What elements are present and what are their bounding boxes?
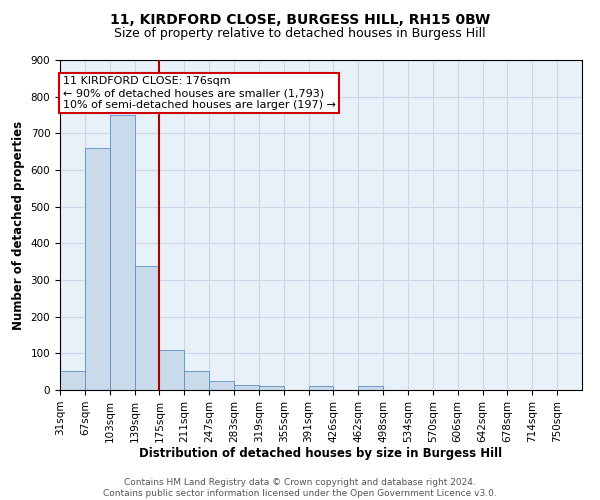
- Text: Size of property relative to detached houses in Burgess Hill: Size of property relative to detached ho…: [114, 28, 486, 40]
- X-axis label: Distribution of detached houses by size in Burgess Hill: Distribution of detached houses by size …: [139, 448, 503, 460]
- Text: 11 KIRDFORD CLOSE: 176sqm
← 90% of detached houses are smaller (1,793)
10% of se: 11 KIRDFORD CLOSE: 176sqm ← 90% of detac…: [63, 76, 335, 110]
- Bar: [60, 371, 85, 390]
- Bar: [160, 350, 184, 390]
- Bar: [184, 371, 209, 390]
- Bar: [134, 266, 160, 390]
- Bar: [234, 385, 259, 390]
- Bar: [85, 148, 110, 390]
- Text: Contains HM Land Registry data © Crown copyright and database right 2024.
Contai: Contains HM Land Registry data © Crown c…: [103, 478, 497, 498]
- Bar: [110, 115, 134, 390]
- Bar: [358, 386, 383, 390]
- Bar: [308, 386, 334, 390]
- Bar: [259, 386, 284, 390]
- Y-axis label: Number of detached properties: Number of detached properties: [12, 120, 25, 330]
- Text: 11, KIRDFORD CLOSE, BURGESS HILL, RH15 0BW: 11, KIRDFORD CLOSE, BURGESS HILL, RH15 0…: [110, 12, 490, 26]
- Bar: [209, 381, 234, 390]
